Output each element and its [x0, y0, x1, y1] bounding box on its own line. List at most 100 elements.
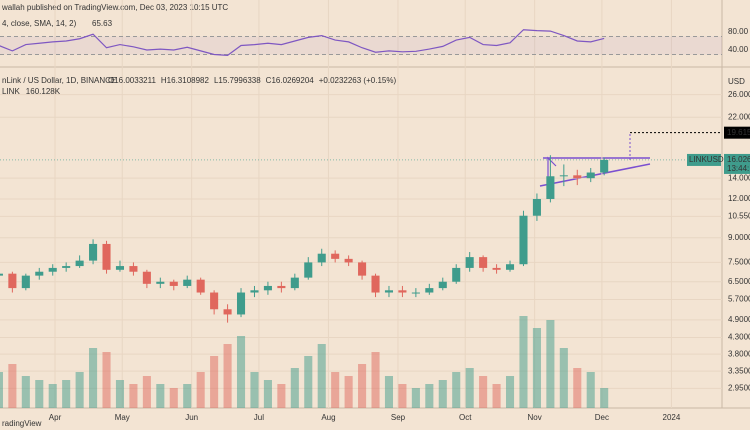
candle-body	[358, 262, 367, 276]
volume-bar	[505, 376, 515, 408]
candle-body	[169, 281, 178, 286]
price-tag-label: 16.026	[727, 155, 750, 164]
y-tick-label: 3.8000	[728, 349, 750, 358]
y-tick-label: 5.7000	[728, 295, 750, 304]
candle-body	[331, 253, 340, 259]
candle-body	[183, 279, 192, 286]
y-tick-label: 3.3500	[728, 366, 750, 375]
y-tick-label: 10.5500	[728, 211, 750, 220]
x-tick-label: Jul	[254, 413, 264, 422]
y-tick-label: 2.9500	[728, 383, 750, 392]
candle-body	[559, 175, 568, 177]
x-tick-label: Nov	[528, 413, 542, 422]
candle-body	[115, 266, 125, 270]
footer: radingView	[2, 419, 42, 428]
volume-bar	[398, 384, 407, 408]
candle-body	[573, 175, 582, 179]
ohlc-legend: H16.3108982	[161, 76, 210, 85]
x-tick-label: Sep	[391, 413, 406, 422]
volume-bar	[573, 368, 582, 408]
candle-body	[425, 288, 434, 293]
candle-body	[290, 277, 299, 289]
axis-unit: USD	[728, 77, 745, 86]
candle-body	[371, 275, 380, 293]
volume-bar	[344, 376, 353, 408]
volume-bar	[129, 384, 138, 408]
volume-bar	[156, 384, 165, 408]
volume-bar	[210, 356, 219, 408]
x-tick-label: Jun	[185, 413, 198, 422]
volume-bar	[169, 388, 178, 408]
candle-body	[277, 285, 286, 289]
candle-body	[75, 260, 84, 267]
volume-bar	[519, 316, 528, 408]
countdown-label: 13:44:	[727, 164, 749, 173]
candle-body	[479, 257, 488, 268]
candle-body	[223, 309, 232, 315]
volume-legend: 160.128K	[26, 87, 61, 96]
ohlc-legend: C16.0269204	[266, 76, 315, 85]
volume-bar	[236, 336, 246, 408]
ohlc-legend: +0.0232263 (+0.15%)	[319, 76, 397, 85]
candle-body	[196, 279, 205, 293]
ohlc-legend: L15.7996338	[214, 76, 261, 85]
symbol-tag	[687, 153, 721, 166]
rsi-tick-label: 40.00	[728, 45, 749, 54]
x-tick-label: 2024	[663, 413, 681, 422]
rsi-line	[0, 29, 605, 57]
candle-body	[492, 267, 501, 270]
volume-bar	[532, 328, 541, 408]
volume-bar	[331, 372, 340, 408]
candle-body	[465, 257, 474, 268]
candle-body	[304, 262, 313, 278]
rsi-band	[0, 36, 722, 55]
y-tick-label: 26.0000	[728, 90, 750, 99]
candle-body	[344, 258, 353, 263]
volume-bar	[142, 376, 151, 408]
candle-body	[48, 267, 57, 272]
volume-bar	[183, 384, 192, 408]
rsi-legend: 4, close, SMA, 14, 2)	[2, 19, 77, 28]
volume-bar	[8, 364, 17, 408]
volume-bar	[546, 320, 555, 408]
candle-body	[263, 285, 272, 291]
volume-bar	[75, 372, 84, 408]
candle-body	[210, 292, 219, 310]
chart-title: nLink / US Dollar, 1D, BINANCE	[2, 76, 116, 85]
volume-bar	[452, 372, 461, 408]
volume-bar	[21, 376, 30, 408]
candle-body	[317, 253, 326, 263]
candle-body	[156, 281, 165, 284]
y-tick-label: 6.5000	[728, 277, 750, 286]
volume-bar	[317, 344, 326, 408]
volume-bar	[290, 368, 299, 408]
volume-bar	[358, 364, 367, 408]
volume-bar	[438, 380, 447, 408]
x-tick-label: Dec	[595, 413, 609, 422]
rsi-tick-label: 80.00	[728, 27, 749, 36]
pattern-line	[539, 163, 651, 187]
candle-body	[600, 159, 609, 173]
candle-body	[102, 243, 111, 270]
volume-bar	[559, 348, 568, 408]
y-tick-label: 12.0000	[728, 194, 750, 203]
candle-body	[129, 266, 138, 272]
candle-body	[519, 215, 528, 265]
volume-bar	[62, 380, 71, 408]
target-tag-label: 19.615	[727, 128, 750, 137]
volume-bar	[35, 380, 44, 408]
y-tick-label: 22.0000	[728, 112, 750, 121]
ohlc-legend: O16.0033211	[108, 76, 156, 85]
x-tick-label: Apr	[49, 413, 62, 422]
candle-body	[250, 290, 259, 293]
candle-body	[532, 198, 541, 216]
candle-body	[438, 281, 447, 289]
price-tag	[724, 153, 750, 174]
volume-bar	[492, 384, 501, 408]
candle-body	[236, 292, 246, 315]
target-tag	[724, 126, 750, 139]
candle-body	[0, 273, 3, 276]
symbol-tag-label: LINKUSD	[689, 155, 724, 164]
